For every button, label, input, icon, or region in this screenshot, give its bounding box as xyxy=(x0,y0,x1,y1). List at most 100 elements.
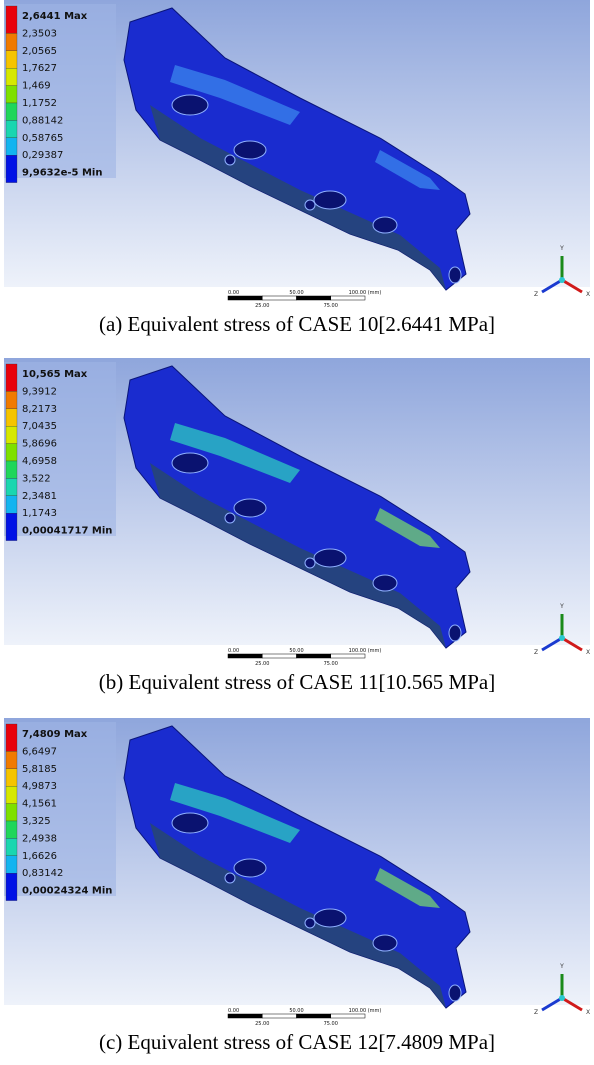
scale-label: 0.00 xyxy=(228,1008,239,1014)
legend-label: 2,3481 xyxy=(22,491,57,502)
hole xyxy=(373,575,397,591)
legend-label: 3,325 xyxy=(22,816,51,827)
legend-label: 8,2173 xyxy=(22,404,57,415)
scale-label: 25.00 xyxy=(255,661,269,667)
scale-segment xyxy=(228,654,262,658)
legend-swatch xyxy=(6,103,17,120)
triad-label: Z xyxy=(534,291,538,298)
legend-swatch xyxy=(6,838,17,855)
hole xyxy=(234,499,266,517)
hole xyxy=(172,95,208,115)
legend-swatch xyxy=(6,804,17,821)
caption: (a) Equivalent stress of CASE 10[2.6441 … xyxy=(99,312,495,336)
legend-label: 1,1752 xyxy=(22,98,57,109)
legend-label: 0,00041717 Min xyxy=(22,526,112,537)
hole xyxy=(314,909,346,927)
legend-swatch xyxy=(6,821,17,838)
scale-segment xyxy=(297,654,331,658)
legend-swatch xyxy=(6,364,17,391)
triad-label: Y xyxy=(559,963,564,970)
legend-label: 1,469 xyxy=(22,81,51,92)
legend-label: 9,9632e-5 Min xyxy=(22,168,102,179)
hole xyxy=(449,625,461,641)
legend-swatch xyxy=(6,496,17,513)
hole xyxy=(172,813,208,833)
hole xyxy=(314,191,346,209)
scale-segment xyxy=(228,296,262,300)
hole xyxy=(234,141,266,159)
hole xyxy=(373,935,397,951)
scale-segment xyxy=(331,296,365,300)
legend-swatch xyxy=(6,391,17,408)
triad-label: Z xyxy=(534,649,538,656)
triad-label: X xyxy=(586,1009,590,1016)
legend-swatch xyxy=(6,33,17,50)
scale-segment xyxy=(228,1014,262,1018)
legend-label: 4,1561 xyxy=(22,799,57,810)
legend-swatch xyxy=(6,769,17,786)
panel: 10,565 Max9,39128,21737,04355,86964,6958… xyxy=(4,358,590,694)
scale-segment xyxy=(297,1014,331,1018)
legend-swatch xyxy=(6,68,17,85)
scale-label: 0.00 xyxy=(228,648,239,654)
legend-label: 5,8696 xyxy=(22,439,57,450)
hole xyxy=(225,513,235,523)
legend-label: 2,3503 xyxy=(22,28,57,39)
legend-swatch xyxy=(6,155,17,182)
triad-label: X xyxy=(586,649,590,656)
legend-swatch xyxy=(6,751,17,768)
triad-origin xyxy=(559,995,565,1001)
scale-label: 100.00 (mm) xyxy=(349,1008,382,1014)
scale-label: 75.00 xyxy=(324,661,338,667)
legend-swatch xyxy=(6,724,17,751)
scale-label: 100.00 (mm) xyxy=(349,648,382,654)
legend-label: 2,6441 Max xyxy=(22,11,88,22)
scale-label: 50.00 xyxy=(289,290,303,296)
figure: 2,6441 Max 2,3503 2,0565 1,7627 1,469 1,1752 0… xyxy=(0,0,594,1065)
legend-swatch xyxy=(6,6,17,33)
scale-label: 0.00 xyxy=(228,290,239,296)
legend-swatch xyxy=(6,444,17,461)
hole xyxy=(305,918,315,928)
hole xyxy=(172,453,208,473)
scale-segment xyxy=(331,1014,365,1018)
scale-label: 100.00 (mm) xyxy=(349,290,382,296)
scale-label: 75.00 xyxy=(324,1021,338,1027)
legend-label: 0,00024324 Min xyxy=(22,886,112,897)
hole xyxy=(225,155,235,165)
legend-label: 7,0435 xyxy=(22,421,57,432)
legend-label: 4,9873 xyxy=(22,781,57,792)
legend-label: 0,83142 xyxy=(22,868,63,879)
legend-swatch xyxy=(6,873,17,900)
legend-swatch xyxy=(6,426,17,443)
scale-label: 50.00 xyxy=(289,1008,303,1014)
legend-label: 0,58765 xyxy=(22,133,63,144)
caption: (c) Equivalent stress of CASE 12[7.4809 … xyxy=(99,1030,495,1054)
legend-label: 1,6626 xyxy=(22,851,57,862)
hole xyxy=(234,859,266,877)
caption: (b) Equivalent stress of CASE 11[10.565 … xyxy=(99,670,495,694)
legend-label: 3,522 xyxy=(22,473,51,484)
legend-swatch xyxy=(6,409,17,426)
scale-segment xyxy=(331,654,365,658)
legend-label: 4,6958 xyxy=(22,456,57,467)
legend-label: 2,0565 xyxy=(22,46,57,57)
legend-label: 9,3912 xyxy=(22,386,57,397)
legend-swatch xyxy=(6,120,17,137)
triad-label: Z xyxy=(534,1009,538,1016)
triad-label: Y xyxy=(559,245,564,252)
hole xyxy=(225,873,235,883)
legend-swatch xyxy=(6,86,17,103)
legend-box xyxy=(4,362,116,536)
legend-label: 7,4809 Max xyxy=(22,729,88,740)
scale-segment xyxy=(262,654,296,658)
legend-swatch xyxy=(6,513,17,540)
triad-origin xyxy=(559,635,565,641)
hole xyxy=(305,558,315,568)
legend-label: 6,6497 xyxy=(22,746,57,757)
legend-label: 1,1743 xyxy=(22,508,57,519)
legend-swatch xyxy=(6,786,17,803)
triad-label: Y xyxy=(559,603,564,610)
legend-label: 1,7627 xyxy=(22,63,57,74)
scale-label: 50.00 xyxy=(289,648,303,654)
